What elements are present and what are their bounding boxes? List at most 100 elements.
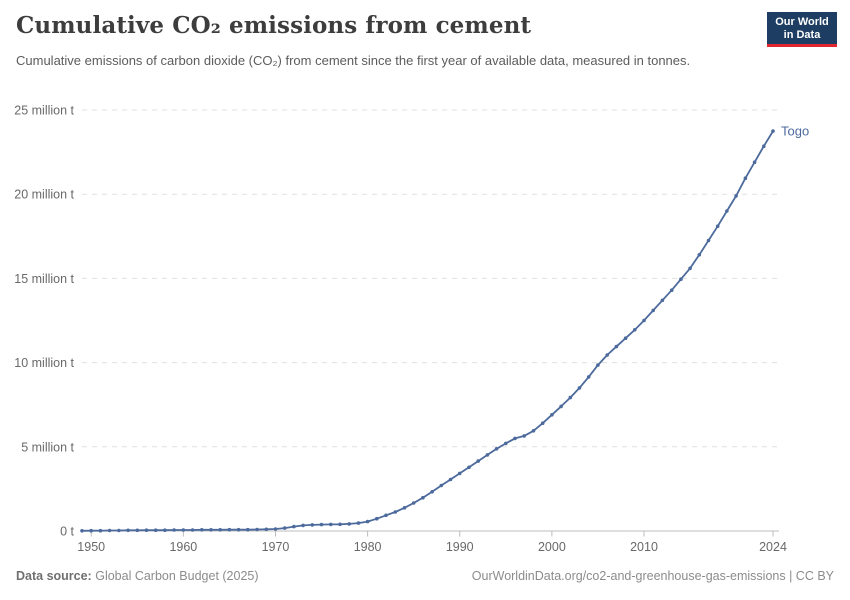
y-tick-label: 10 million t <box>14 356 74 370</box>
data-point[interactable] <box>697 253 702 257</box>
chart-subtitle: Cumulative emissions of carbon dioxide (… <box>16 53 691 68</box>
data-point[interactable] <box>200 528 204 532</box>
data-point[interactable] <box>771 129 775 133</box>
series-line[interactable] <box>81 130 774 532</box>
data-point[interactable] <box>494 447 499 451</box>
owid-logo-line1: Our World <box>775 16 829 28</box>
data-point[interactable] <box>384 513 388 518</box>
y-tick-label: 0 t <box>60 525 74 539</box>
data-point[interactable] <box>467 465 471 470</box>
data-point[interactable] <box>715 224 720 228</box>
data-point[interactable] <box>448 477 453 482</box>
data-point[interactable] <box>273 527 278 531</box>
data-point[interactable] <box>577 386 582 390</box>
data-point[interactable] <box>190 528 195 532</box>
data-point[interactable] <box>596 363 600 367</box>
data-point[interactable] <box>319 522 324 527</box>
data-point[interactable] <box>669 288 674 293</box>
data-point[interactable] <box>688 266 692 271</box>
x-tick-label: 2010 <box>630 540 658 554</box>
data-point[interactable] <box>679 277 683 282</box>
data-point[interactable] <box>586 375 591 379</box>
y-tick-label: 20 million t <box>14 188 74 202</box>
data-point[interactable] <box>633 328 637 332</box>
data-point[interactable] <box>439 483 444 488</box>
data-point[interactable] <box>365 519 370 524</box>
data-point[interactable] <box>264 527 269 532</box>
data-point[interactable] <box>402 506 407 510</box>
data-point[interactable] <box>338 522 342 527</box>
series-togo[interactable]: Togo <box>80 124 809 533</box>
data-point[interactable] <box>80 529 84 533</box>
data-point[interactable] <box>282 526 287 530</box>
data-point[interactable] <box>153 528 158 532</box>
data-point[interactable] <box>107 528 112 533</box>
data-point[interactable] <box>310 523 315 527</box>
data-point[interactable] <box>246 527 250 532</box>
data-point[interactable] <box>651 308 655 313</box>
data-point[interactable] <box>218 528 222 532</box>
attribution-link[interactable]: OurWorldinData.org/co2-and-greenhouse-ga… <box>471 569 834 583</box>
data-point[interactable] <box>605 353 609 357</box>
data-point[interactable] <box>393 510 398 514</box>
data-point[interactable] <box>135 528 140 533</box>
data-point[interactable] <box>623 336 628 341</box>
data-point[interactable] <box>614 344 619 349</box>
data-source-value: Global Carbon Budget (2025) <box>95 569 259 583</box>
page-title: Cumulative CO₂ emissions from cement <box>16 12 532 39</box>
data-point[interactable] <box>89 528 93 533</box>
data-point[interactable] <box>725 209 729 213</box>
data-point[interactable] <box>98 528 103 533</box>
data-point[interactable] <box>706 238 711 243</box>
data-point[interactable] <box>762 144 766 148</box>
data-point[interactable] <box>172 528 176 532</box>
data-point[interactable] <box>292 524 296 529</box>
data-point[interactable] <box>126 528 130 533</box>
x-tick-label: 2024 <box>759 540 787 554</box>
y-tick-label: 15 million t <box>14 272 74 286</box>
data-point[interactable] <box>255 527 259 532</box>
data-point[interactable] <box>752 160 757 164</box>
data-point[interactable] <box>457 471 462 476</box>
x-tick-label: 1950 <box>77 540 105 554</box>
data-source: Data source: Global Carbon Budget (2025) <box>16 569 259 583</box>
series-end-label[interactable]: Togo <box>781 124 809 139</box>
data-point[interactable] <box>144 528 149 532</box>
data-point[interactable] <box>485 453 490 457</box>
data-point[interactable] <box>531 429 536 433</box>
data-point[interactable] <box>411 501 416 505</box>
y-tick-label: 25 million t <box>14 104 74 118</box>
data-point[interactable] <box>227 527 232 532</box>
data-point[interactable] <box>550 413 554 417</box>
data-point[interactable] <box>476 459 481 463</box>
data-source-label: Data source: <box>16 569 92 583</box>
data-point[interactable] <box>375 516 379 521</box>
y-tick-label: 5 million t <box>21 440 74 454</box>
data-point[interactable] <box>559 404 563 409</box>
data-point[interactable] <box>734 194 738 198</box>
data-point[interactable] <box>504 441 508 446</box>
data-point[interactable] <box>430 490 434 494</box>
owid-logo[interactable]: Our World in Data <box>767 12 837 47</box>
data-point[interactable] <box>236 527 241 532</box>
data-point[interactable] <box>642 318 646 323</box>
data-point[interactable] <box>347 522 352 526</box>
data-point[interactable] <box>513 436 517 441</box>
data-point[interactable] <box>568 395 573 400</box>
data-point[interactable] <box>181 528 186 532</box>
data-point[interactable] <box>209 528 213 532</box>
data-point[interactable] <box>743 176 748 180</box>
x-tick-label: 2000 <box>538 540 566 554</box>
data-point[interactable] <box>163 528 167 532</box>
data-point[interactable] <box>660 298 665 303</box>
chart-footer: Data source: Global Carbon Budget (2025)… <box>16 569 834 583</box>
data-point[interactable] <box>329 522 333 527</box>
data-point[interactable] <box>522 434 526 438</box>
data-point[interactable] <box>301 523 305 528</box>
data-point[interactable] <box>356 521 361 525</box>
data-point[interactable] <box>421 495 425 500</box>
data-point[interactable] <box>540 421 545 426</box>
data-point[interactable] <box>117 528 121 533</box>
